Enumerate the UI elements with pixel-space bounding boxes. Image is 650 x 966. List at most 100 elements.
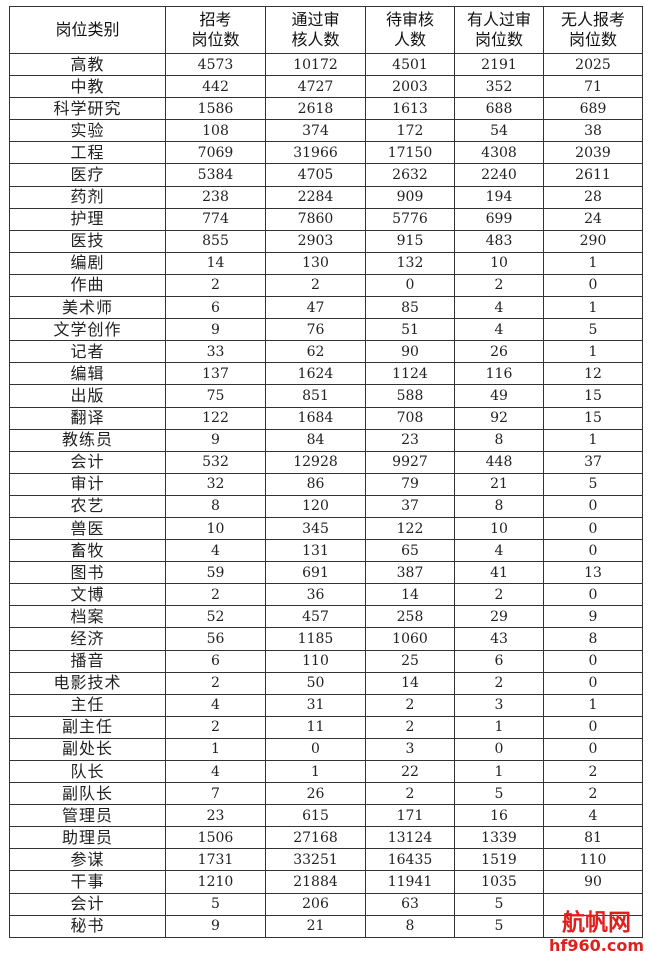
value-cell: 26	[454, 340, 544, 364]
value-cell: 0	[543, 649, 643, 673]
value-cell: 1	[454, 759, 544, 784]
column-header-line: 核人数	[291, 30, 340, 49]
value-cell: 75	[165, 384, 266, 408]
value-cell: 1210	[165, 870, 266, 894]
value-cell: 855	[165, 229, 266, 253]
value-cell: 47	[265, 296, 366, 320]
value-cell: 1731	[165, 848, 266, 872]
value-cell: 909	[365, 185, 455, 209]
value-cell: 4501	[365, 52, 455, 77]
table-row: 翻译 122 1684 708 92 15	[9, 406, 643, 430]
value-cell: 0	[543, 583, 643, 607]
data-table: 岗位类别 招考 岗位数 通过审 核人数 待审核 人数 有人过审 岗位数 无人报考 岗位数 高教 457…	[9, 6, 643, 938]
value-cell: 52	[165, 605, 266, 629]
value-cell: 7069	[165, 141, 266, 165]
value-cell: 688	[454, 97, 544, 121]
value-cell: 9	[543, 605, 643, 629]
category-cell: 文学创作	[9, 318, 166, 342]
table-row: 文学创作 9 76 51 4 5	[9, 318, 643, 342]
value-cell: 131	[265, 539, 366, 563]
value-cell: 25	[365, 649, 455, 673]
table-row: 电影技术 2 50 14 2 0	[9, 671, 643, 695]
value-cell: 59	[165, 561, 266, 585]
value-cell: 1	[543, 251, 643, 275]
value-cell: 4	[165, 693, 266, 717]
value-cell: 49	[454, 384, 544, 408]
table-row: 助理员 1506 27168 13124 1339 81	[9, 826, 643, 850]
value-cell: 14	[165, 251, 266, 275]
value-cell: 76	[265, 318, 366, 342]
value-cell: 238	[165, 185, 266, 209]
table-row: 编剧 14 130 132 10 1	[9, 251, 643, 275]
value-cell: 915	[365, 229, 455, 253]
table-row: 参谋 1731 33251 16435 1519 110	[9, 848, 643, 872]
value-cell: 23	[165, 804, 266, 828]
value-cell: 4	[454, 318, 544, 342]
value-cell: 1124	[365, 362, 455, 386]
value-cell: 0	[543, 516, 643, 541]
value-cell: 9	[165, 428, 266, 452]
category-cell: 图书	[9, 561, 166, 585]
table-row: 作曲 2 2 0 2 0	[9, 273, 643, 298]
value-cell: 2	[365, 782, 455, 806]
value-cell: 2	[265, 273, 366, 298]
value-cell: 6	[165, 296, 266, 320]
value-cell: 9	[165, 914, 266, 938]
table-row: 会计 5 206 63 5	[9, 892, 643, 916]
category-cell: 高教	[9, 52, 166, 77]
table-row: 科学研究 1586 2618 1613 688 689	[9, 97, 643, 121]
category-cell: 编剧	[9, 251, 166, 275]
table-row: 图书 59 691 387 41 13	[9, 561, 643, 585]
value-cell: 116	[454, 362, 544, 386]
table-row: 中教 442 4727 2003 352 71	[9, 75, 643, 99]
table-row: 农艺 8 120 37 8 0	[9, 494, 643, 518]
value-cell: 17150	[365, 141, 455, 165]
value-cell: 3	[365, 737, 455, 762]
value-cell: 483	[454, 229, 544, 253]
table-row: 医技 855 2903 915 483 290	[9, 229, 643, 253]
table-row: 经济 56 1185 1060 43 8	[9, 627, 643, 651]
value-cell: 62	[265, 340, 366, 364]
table-row: 兽医 10 345 122 10 0	[9, 516, 643, 541]
category-cell: 副队长	[9, 782, 166, 806]
value-cell: 14	[365, 583, 455, 607]
value-cell: 37	[543, 450, 643, 474]
value-cell: 4	[165, 759, 266, 784]
column-header-line: 无人报考	[560, 10, 625, 29]
table-row: 文博 2 36 14 2 0	[9, 583, 643, 607]
table-row: 队长 4 1 22 1 2	[9, 759, 643, 784]
value-cell: 90	[543, 870, 643, 894]
value-cell: 32	[165, 472, 266, 496]
table-row: 副队长 7 26 2 5 2	[9, 782, 643, 806]
category-cell: 队长	[9, 759, 166, 784]
value-cell: 56	[165, 627, 266, 651]
table-row: 秘书 9 21 8 5	[9, 914, 643, 938]
value-cell: 122	[165, 406, 266, 430]
value-cell: 2191	[454, 52, 544, 77]
value-cell: 110	[543, 848, 643, 872]
value-cell: 4308	[454, 141, 544, 165]
category-cell: 档案	[9, 605, 166, 629]
value-cell: 0	[543, 715, 643, 739]
category-cell: 兽医	[9, 516, 166, 541]
value-cell: 1	[543, 693, 643, 717]
value-cell: 28	[543, 185, 643, 209]
watermark-url: hf960.com	[549, 936, 644, 955]
category-cell: 农艺	[9, 494, 166, 518]
value-cell: 16435	[365, 848, 455, 872]
value-cell: 15	[543, 384, 643, 408]
value-cell: 0	[543, 671, 643, 695]
value-cell: 5	[454, 892, 544, 916]
value-cell: 10	[454, 251, 544, 275]
value-cell: 14	[365, 671, 455, 695]
value-cell: 33251	[265, 848, 366, 872]
value-cell: 11941	[365, 870, 455, 894]
value-cell: 2	[454, 273, 544, 298]
column-header-line: 岗位数	[474, 30, 523, 49]
category-cell: 副主任	[9, 715, 166, 739]
category-cell: 畜牧	[9, 539, 166, 563]
value-cell: 132	[365, 251, 455, 275]
column-header: 无人报考 岗位数	[543, 6, 643, 54]
category-cell: 管理员	[9, 804, 166, 828]
value-cell: 10	[454, 516, 544, 541]
